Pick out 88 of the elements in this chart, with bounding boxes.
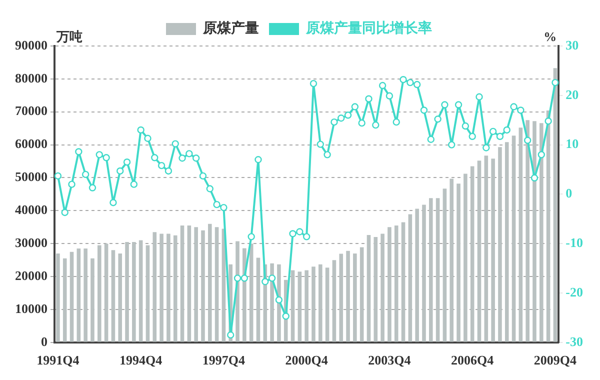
bar xyxy=(450,178,454,342)
bar xyxy=(325,268,330,342)
legend-label: 原煤产量同比增长率 xyxy=(305,20,432,37)
bar xyxy=(146,245,150,342)
y-tick-label: 20000 xyxy=(15,268,48,283)
bar xyxy=(388,227,392,342)
y-tick-label: 60000 xyxy=(15,136,48,152)
bar xyxy=(118,253,122,342)
bar xyxy=(477,160,482,342)
y-tick-label: 90000 xyxy=(15,37,48,52)
x-tick-label: 2003Q4 xyxy=(368,352,412,368)
bar xyxy=(318,264,322,342)
bar xyxy=(173,235,178,342)
bar xyxy=(339,254,344,342)
bar xyxy=(470,166,474,342)
bar xyxy=(256,258,260,342)
y2-tick-label: 0 xyxy=(566,186,572,201)
bar xyxy=(84,248,88,342)
bar xyxy=(491,158,495,342)
y2-axis-title: % xyxy=(544,28,557,44)
x-tick-label: 2000Q4 xyxy=(285,352,328,368)
bar xyxy=(366,235,371,342)
bar xyxy=(415,208,419,342)
y-tick-label: 10000 xyxy=(15,300,48,316)
bar xyxy=(111,250,116,342)
bar xyxy=(298,272,302,342)
bar xyxy=(208,224,212,342)
x-tick-label: 1997Q4 xyxy=(202,352,246,368)
legend-label: 原煤产量 xyxy=(202,20,259,37)
bar xyxy=(304,270,308,342)
y-tick-label: 0 xyxy=(41,334,48,349)
bar xyxy=(312,266,316,342)
x-tick-label: 2006Q4 xyxy=(451,352,494,368)
bar xyxy=(380,234,384,342)
bar xyxy=(346,250,350,342)
y2-tick-label: 10 xyxy=(566,136,579,152)
bar xyxy=(429,198,433,342)
bar xyxy=(214,227,219,342)
x-tick-label: 1994Q4 xyxy=(120,352,163,368)
bar xyxy=(512,136,516,342)
bar xyxy=(436,198,440,342)
y-tick-label: 50000 xyxy=(15,169,48,184)
bar xyxy=(97,245,102,342)
y-tick-label: 80000 xyxy=(15,70,48,86)
bar xyxy=(249,244,254,342)
bar xyxy=(360,247,364,342)
bar xyxy=(132,242,136,342)
bar xyxy=(90,258,94,342)
bar xyxy=(76,248,81,342)
bar xyxy=(332,260,336,342)
bar xyxy=(422,204,426,342)
bar xyxy=(125,242,129,342)
bar xyxy=(464,174,468,342)
bar xyxy=(456,184,460,342)
bar xyxy=(180,225,184,342)
bar xyxy=(201,230,205,342)
bar xyxy=(160,234,164,342)
bar xyxy=(166,234,170,342)
bar xyxy=(138,240,143,342)
bar xyxy=(401,222,406,342)
bar xyxy=(152,232,157,342)
y2-tick-label: -20 xyxy=(566,284,584,300)
x-tick-label: 2009Q4 xyxy=(534,352,578,368)
bar xyxy=(498,147,502,342)
bar xyxy=(290,270,295,342)
bar xyxy=(408,214,412,342)
y2-tick-label: -30 xyxy=(566,334,584,349)
bar xyxy=(504,142,509,342)
bar xyxy=(484,156,488,342)
bar xyxy=(104,244,108,342)
y-tick-label: 30000 xyxy=(15,234,48,250)
bar xyxy=(518,128,523,342)
bar xyxy=(353,253,357,342)
y-tick-label: 40000 xyxy=(15,202,48,218)
bar xyxy=(62,258,67,342)
y2-tick-label: 20 xyxy=(566,86,579,102)
bar xyxy=(56,253,60,342)
bar xyxy=(394,225,398,342)
y2-tick-label: 30 xyxy=(566,37,579,52)
bar xyxy=(442,188,447,342)
bar xyxy=(194,227,198,342)
bar xyxy=(374,237,378,342)
y2-tick-label: -10 xyxy=(566,234,584,250)
y-axis-title: 万吨 xyxy=(56,28,82,44)
y-tick-label: 70000 xyxy=(15,103,48,118)
bar xyxy=(187,225,192,342)
bar xyxy=(70,252,74,342)
x-tick-label: 1991Q4 xyxy=(36,352,80,368)
